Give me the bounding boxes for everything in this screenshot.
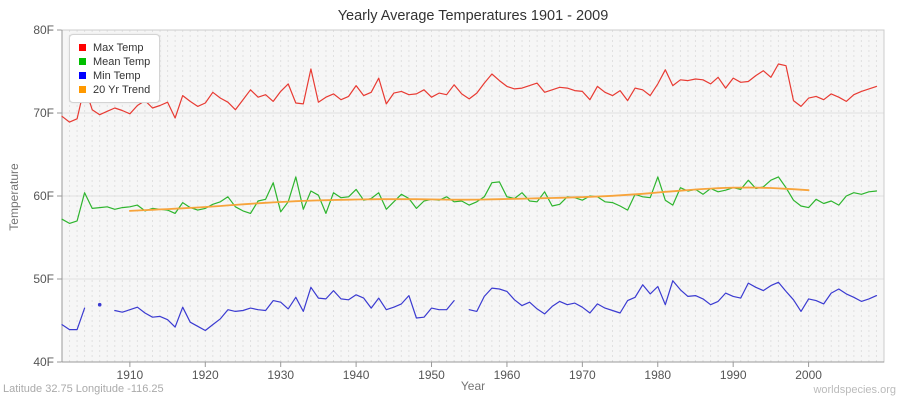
horizontal-gridlines bbox=[62, 112, 884, 280]
legend-item-min-temp: Min Temp bbox=[79, 69, 150, 82]
x-tick-label: 1990 bbox=[720, 368, 747, 382]
legend-label: Min Temp bbox=[93, 69, 141, 82]
isolated-data-point bbox=[97, 302, 102, 307]
x-tick-label: 1940 bbox=[343, 368, 370, 382]
legend-item-20yr-trend: 20 Yr Trend bbox=[79, 83, 150, 96]
axis-tick-labels: 1910 1920 1930 1940 1950 1960 1970 1980 1990 2000… bbox=[33, 23, 822, 382]
x-tick-label: 1930 bbox=[267, 368, 294, 382]
series-20-yr-trend bbox=[129, 186, 810, 212]
x-tick-label: 2000 bbox=[795, 368, 822, 382]
coordinates-caption: Latitude 32.75 Longitude -116.25 bbox=[3, 383, 164, 395]
x-tick-label: 1950 bbox=[418, 368, 445, 382]
x-tick-label: 1910 bbox=[117, 368, 144, 382]
x-axis-label: Year bbox=[460, 379, 486, 393]
legend-item-mean-temp: Mean Temp bbox=[79, 55, 150, 68]
series-line bbox=[61, 63, 878, 123]
x-tick-label: 1920 bbox=[192, 368, 219, 382]
mean-temp-swatch-icon bbox=[79, 58, 86, 65]
x-tick-label: 1970 bbox=[569, 368, 596, 382]
axis-ticks bbox=[57, 29, 810, 367]
legend-label: 20 Yr Trend bbox=[93, 83, 151, 96]
series-line bbox=[61, 176, 878, 224]
x-tick-label: 1960 bbox=[494, 368, 521, 382]
legend: Max Temp Mean Temp Min Temp 20 Yr Trend bbox=[69, 34, 161, 103]
y-tick-label: 40F bbox=[33, 355, 54, 369]
y-tick-label: 60F bbox=[33, 189, 54, 203]
max-temp-swatch-icon bbox=[79, 44, 86, 51]
y-tick-label: 80F bbox=[33, 23, 54, 37]
legend-label: Max Temp bbox=[93, 41, 144, 54]
legend-item-max-temp: Max Temp bbox=[79, 41, 150, 54]
site-credit: worldspecies.org bbox=[813, 384, 896, 396]
legend-label: Mean Temp bbox=[93, 55, 151, 68]
min-temp-swatch-icon bbox=[79, 72, 86, 79]
chart-title: Yearly Average Temperatures 1901 - 2009 bbox=[337, 8, 609, 24]
y-axis-label: Temperature bbox=[7, 163, 21, 231]
series-line bbox=[129, 186, 810, 212]
series-line bbox=[61, 280, 878, 332]
y-tick-label: 70F bbox=[33, 106, 54, 120]
series-max-temp bbox=[61, 63, 878, 123]
y-tick-label: 50F bbox=[33, 272, 54, 286]
series-min-temp bbox=[61, 280, 878, 332]
trend-swatch-icon bbox=[79, 86, 86, 93]
series-mean-temp bbox=[61, 176, 878, 224]
x-tick-label: 1980 bbox=[644, 368, 671, 382]
